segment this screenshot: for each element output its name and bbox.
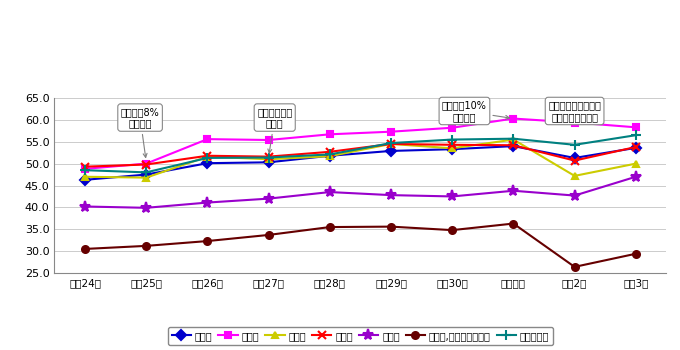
Line: 宿泊業,飲食サービス業: 宿泊業,飲食サービス業 <box>82 220 639 270</box>
製造業 <box>448 146 456 150</box>
卸売業 <box>81 164 89 169</box>
宿泊業,飲食サービス業 <box>448 228 456 232</box>
Text: 新型コロナウイルス
感染症の感染拡大: 新型コロナウイルス 感染症の感染拡大 <box>548 100 601 122</box>
建設業 <box>387 130 395 134</box>
全産業 <box>571 156 579 160</box>
卸売業 <box>387 142 395 146</box>
Line: 建設業: 建設業 <box>82 115 639 172</box>
小売業 <box>81 204 89 209</box>
建設業 <box>265 138 273 142</box>
全産業 <box>632 146 640 150</box>
建設業 <box>632 125 640 130</box>
建設業 <box>448 126 456 130</box>
卸売業 <box>632 145 640 149</box>
全産業 <box>509 144 517 148</box>
製造業 <box>571 174 579 178</box>
Legend: 全産業, 建設業, 製造業, 卸売業, 小売業, 宿泊業,飲食サービス業, サービス業: 全産業, 建設業, 製造業, 卸売業, 小売業, 宿泊業,飲食サービス業, サー… <box>168 327 553 345</box>
小売業 <box>509 189 517 193</box>
小売業 <box>265 197 273 201</box>
Text: 消費税率8%
に引上げ: 消費税率8% に引上げ <box>121 107 159 158</box>
小売業 <box>326 190 334 194</box>
全産業 <box>265 160 273 164</box>
Line: 全産業: 全産業 <box>82 143 639 183</box>
サービス業 <box>203 156 211 160</box>
全産業 <box>326 154 334 158</box>
宿泊業,飲食サービス業 <box>81 247 89 251</box>
建設業 <box>509 117 517 121</box>
建設業 <box>571 120 579 125</box>
卸売業 <box>326 150 334 154</box>
宿泊業,飲食サービス業 <box>632 252 640 256</box>
Line: サービス業: サービス業 <box>80 130 641 177</box>
サービス業 <box>632 133 640 137</box>
Line: 小売業: 小売業 <box>80 171 641 214</box>
サービス業 <box>571 143 579 147</box>
小売業 <box>203 201 211 205</box>
製造業 <box>142 176 150 180</box>
全産業 <box>203 161 211 165</box>
宿泊業,飲食サービス業 <box>203 239 211 243</box>
全産業 <box>387 149 395 153</box>
小売業 <box>571 194 579 198</box>
サービス業 <box>509 136 517 141</box>
卸売業 <box>448 143 456 147</box>
建設業 <box>81 167 89 171</box>
小売業 <box>142 206 150 210</box>
卸売業 <box>571 159 579 163</box>
製造業 <box>632 162 640 166</box>
サービス業 <box>326 152 334 156</box>
製造業 <box>326 154 334 158</box>
小売業 <box>448 194 456 198</box>
Line: 卸売業: 卸売業 <box>81 140 640 171</box>
宿泊業,飲食サービス業 <box>571 265 579 269</box>
製造業 <box>81 175 89 179</box>
小売業 <box>387 193 395 197</box>
Text: 消費税率10%
に引上げ: 消費税率10% に引上げ <box>442 100 509 122</box>
宿泊業,飲食サービス業 <box>509 222 517 226</box>
全産業 <box>81 178 89 182</box>
宿泊業,飲食サービス業 <box>142 244 150 248</box>
製造業 <box>203 155 211 159</box>
サービス業 <box>265 155 273 160</box>
製造業 <box>387 142 395 146</box>
全産業 <box>448 147 456 151</box>
Line: 製造業: 製造業 <box>82 136 639 181</box>
全産業 <box>142 173 150 177</box>
卸売業 <box>142 162 150 167</box>
宿泊業,飲食サービス業 <box>387 225 395 229</box>
サービス業 <box>81 168 89 172</box>
建設業 <box>142 162 150 166</box>
小売業 <box>632 175 640 179</box>
サービス業 <box>448 138 456 142</box>
建設業 <box>326 132 334 137</box>
宿泊業,飲食サービス業 <box>326 225 334 229</box>
製造業 <box>265 157 273 161</box>
卸売業 <box>509 143 517 147</box>
製造業 <box>509 138 517 142</box>
サービス業 <box>142 170 150 175</box>
サービス業 <box>387 141 395 145</box>
宿泊業,飲食サービス業 <box>265 233 273 237</box>
卸売業 <box>265 155 273 159</box>
卸売業 <box>203 154 211 158</box>
建設業 <box>203 137 211 141</box>
Text: マイナス金利
の導入: マイナス金利 の導入 <box>257 107 292 153</box>
